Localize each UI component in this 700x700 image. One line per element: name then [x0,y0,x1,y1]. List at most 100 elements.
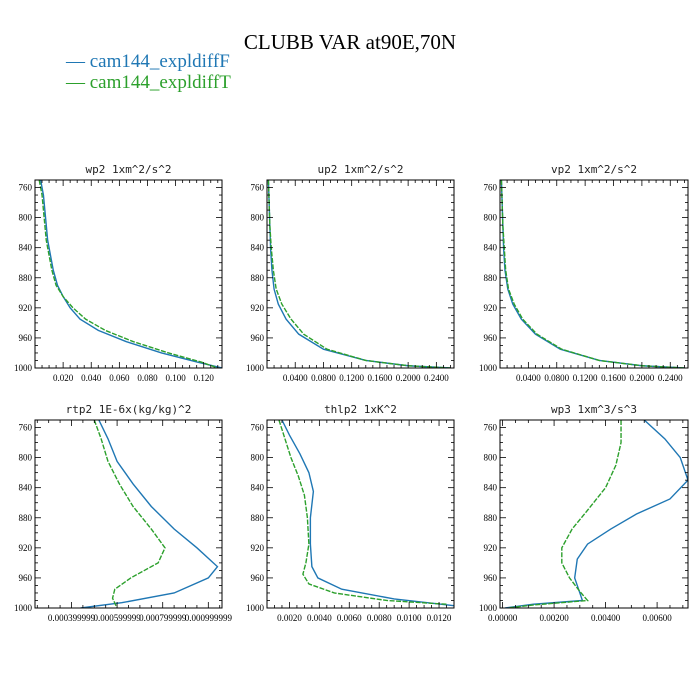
panel-5: thlp2 1xK^2 760 800 840 880 920 960 1000 0.0020 0… [246,403,455,623]
x-tick-label: 0.0100 [397,613,422,623]
series-line-cam144-expldifff [267,180,451,368]
panel-6: wp3 1xm^3/s^3 760 800 840 880 920 960 10000.000… [479,403,689,623]
x-tick-label: 0.0400 [516,373,541,383]
plot-frame [266,419,455,609]
y-tick-label: 800 [19,453,33,463]
legend-label-expldiffF: cam144_expldiffF [89,51,230,72]
y-tick-label: 880 [484,273,498,283]
legend-entry-expldiffF: — cam144_expldiffF [66,51,230,73]
panel-4: rtp2 1E-6x(kg/kg)^2 760 800 840 880 920 960 100… [14,403,232,623]
series-line-cam144-expldifft [507,420,622,608]
y-tick-label: 920 [19,303,33,313]
x-tick-label: 0.100 [165,373,186,383]
series-line-cam144-expldifft [267,180,451,368]
x-tick-label: 0.0080 [367,613,392,623]
y-tick-label: 1000 [479,603,498,613]
y-tick-label: 960 [19,333,33,343]
y-tick-label: 880 [19,273,33,283]
y-tick-label: 840 [484,483,498,493]
legend-label-expldiffT: cam144_expldiffT [89,72,231,93]
x-tick-label: 0.1200 [573,373,598,383]
x-tick-label: 0.120 [194,373,215,383]
y-tick-label: 760 [19,183,33,193]
y-tick-label: 760 [484,423,498,433]
y-tick-label: 760 [251,423,265,433]
panel-2: up2 1xm^2/s^2 760 800 840 880 920 960 1000 0.040… [246,163,455,383]
x-tick-label: 0.000599999 [93,613,141,623]
x-tick-label: 0.2000 [396,373,421,383]
y-tick-label: 800 [251,453,265,463]
x-tick-label: 0.0020 [277,613,302,623]
series-line-cam144-expldifff [80,420,219,608]
y-tick-label: 800 [19,213,33,223]
series-line-cam144-expldifft [38,180,219,368]
x-tick-label: 0.0800 [311,373,336,383]
y-tick-label: 840 [251,483,265,493]
y-tick-label: 800 [251,213,265,223]
series-line-cam144-expldifft [500,180,685,368]
x-tick-label: 0.000399999 [48,613,96,623]
y-tick-label: 840 [19,483,33,493]
series-line-cam144-expldifff [500,180,685,368]
x-tick-label: 0.0060 [337,613,362,623]
y-tick-label: 840 [484,243,498,253]
panel-3: vp2 1xm^2/s^2 760 800 840 880 920 960 1000 0.040… [479,163,689,383]
y-tick-label: 920 [251,543,265,553]
y-tick-label: 960 [251,573,265,583]
panel-title: rtp2 1E-6x(kg/kg)^2 [66,403,192,416]
plot-frame [499,179,689,369]
y-tick-label: 760 [484,183,498,193]
x-tick-label: 0.0120 [427,613,452,623]
y-tick-label: 840 [251,243,265,253]
y-tick-label: 840 [19,243,33,253]
x-tick-label: 0.040 [81,373,102,383]
y-tick-label: 880 [19,513,33,523]
y-tick-label: 1000 [479,363,498,373]
y-tick-label: 960 [19,573,33,583]
y-tick-label: 960 [251,333,265,343]
series-line-cam144-expldifft [278,420,447,605]
legend-swatch-expldiffF: — [66,51,90,72]
y-tick-label: 920 [251,303,265,313]
y-tick-label: 960 [484,573,498,583]
x-tick-label: 0.00400 [591,613,621,623]
x-tick-label: 0.000799999 [139,613,187,623]
y-tick-label: 880 [251,513,265,523]
y-tick-label: 960 [484,333,498,343]
panel-1: wp2 1xm^2/s^2 760 800 840 880 920 960 1000 0.020… [14,163,223,383]
y-tick-label: 1000 [246,603,265,613]
y-tick-label: 920 [484,303,498,313]
plot-frame [499,419,689,609]
y-tick-label: 800 [484,213,498,223]
y-tick-label: 880 [484,513,498,523]
legend-swatch-expldiffT: — [66,72,90,93]
x-tick-label: 0.2400 [658,373,683,383]
panel-title: up2 1xm^2/s^2 [317,163,403,176]
y-tick-label: 760 [19,423,33,433]
x-tick-label: 0.00000 [488,613,518,623]
series-line-cam144-expldifff [281,420,454,607]
y-tick-label: 800 [484,453,498,463]
chart-title: CLUBB VAR at90E,70N [243,30,457,54]
panel-title: vp2 1xm^2/s^2 [551,163,637,176]
x-tick-label: 0.2000 [630,373,655,383]
x-tick-label: 0.0040 [307,613,332,623]
y-tick-label: 920 [484,543,498,553]
x-tick-label: 0.1200 [339,373,364,383]
plot-frame [266,179,455,369]
series-line-cam144-expldifff [505,420,688,608]
y-tick-label: 920 [19,543,33,553]
y-tick-label: 1000 [14,603,33,613]
x-tick-label: 0.000999999 [185,613,233,623]
x-tick-label: 0.00600 [642,613,672,623]
y-tick-label: 1000 [246,363,265,373]
x-tick-label: 0.00200 [539,613,569,623]
series-line-cam144-expldifft [93,420,166,608]
x-tick-label: 0.1600 [601,373,626,383]
panel-title: wp2 1xm^2/s^2 [85,163,171,176]
x-tick-label: 0.0400 [283,373,308,383]
legend-entry-expldiffT: — cam144_expldiffT [66,72,231,94]
y-tick-label: 880 [251,273,265,283]
y-tick-label: 760 [251,183,265,193]
